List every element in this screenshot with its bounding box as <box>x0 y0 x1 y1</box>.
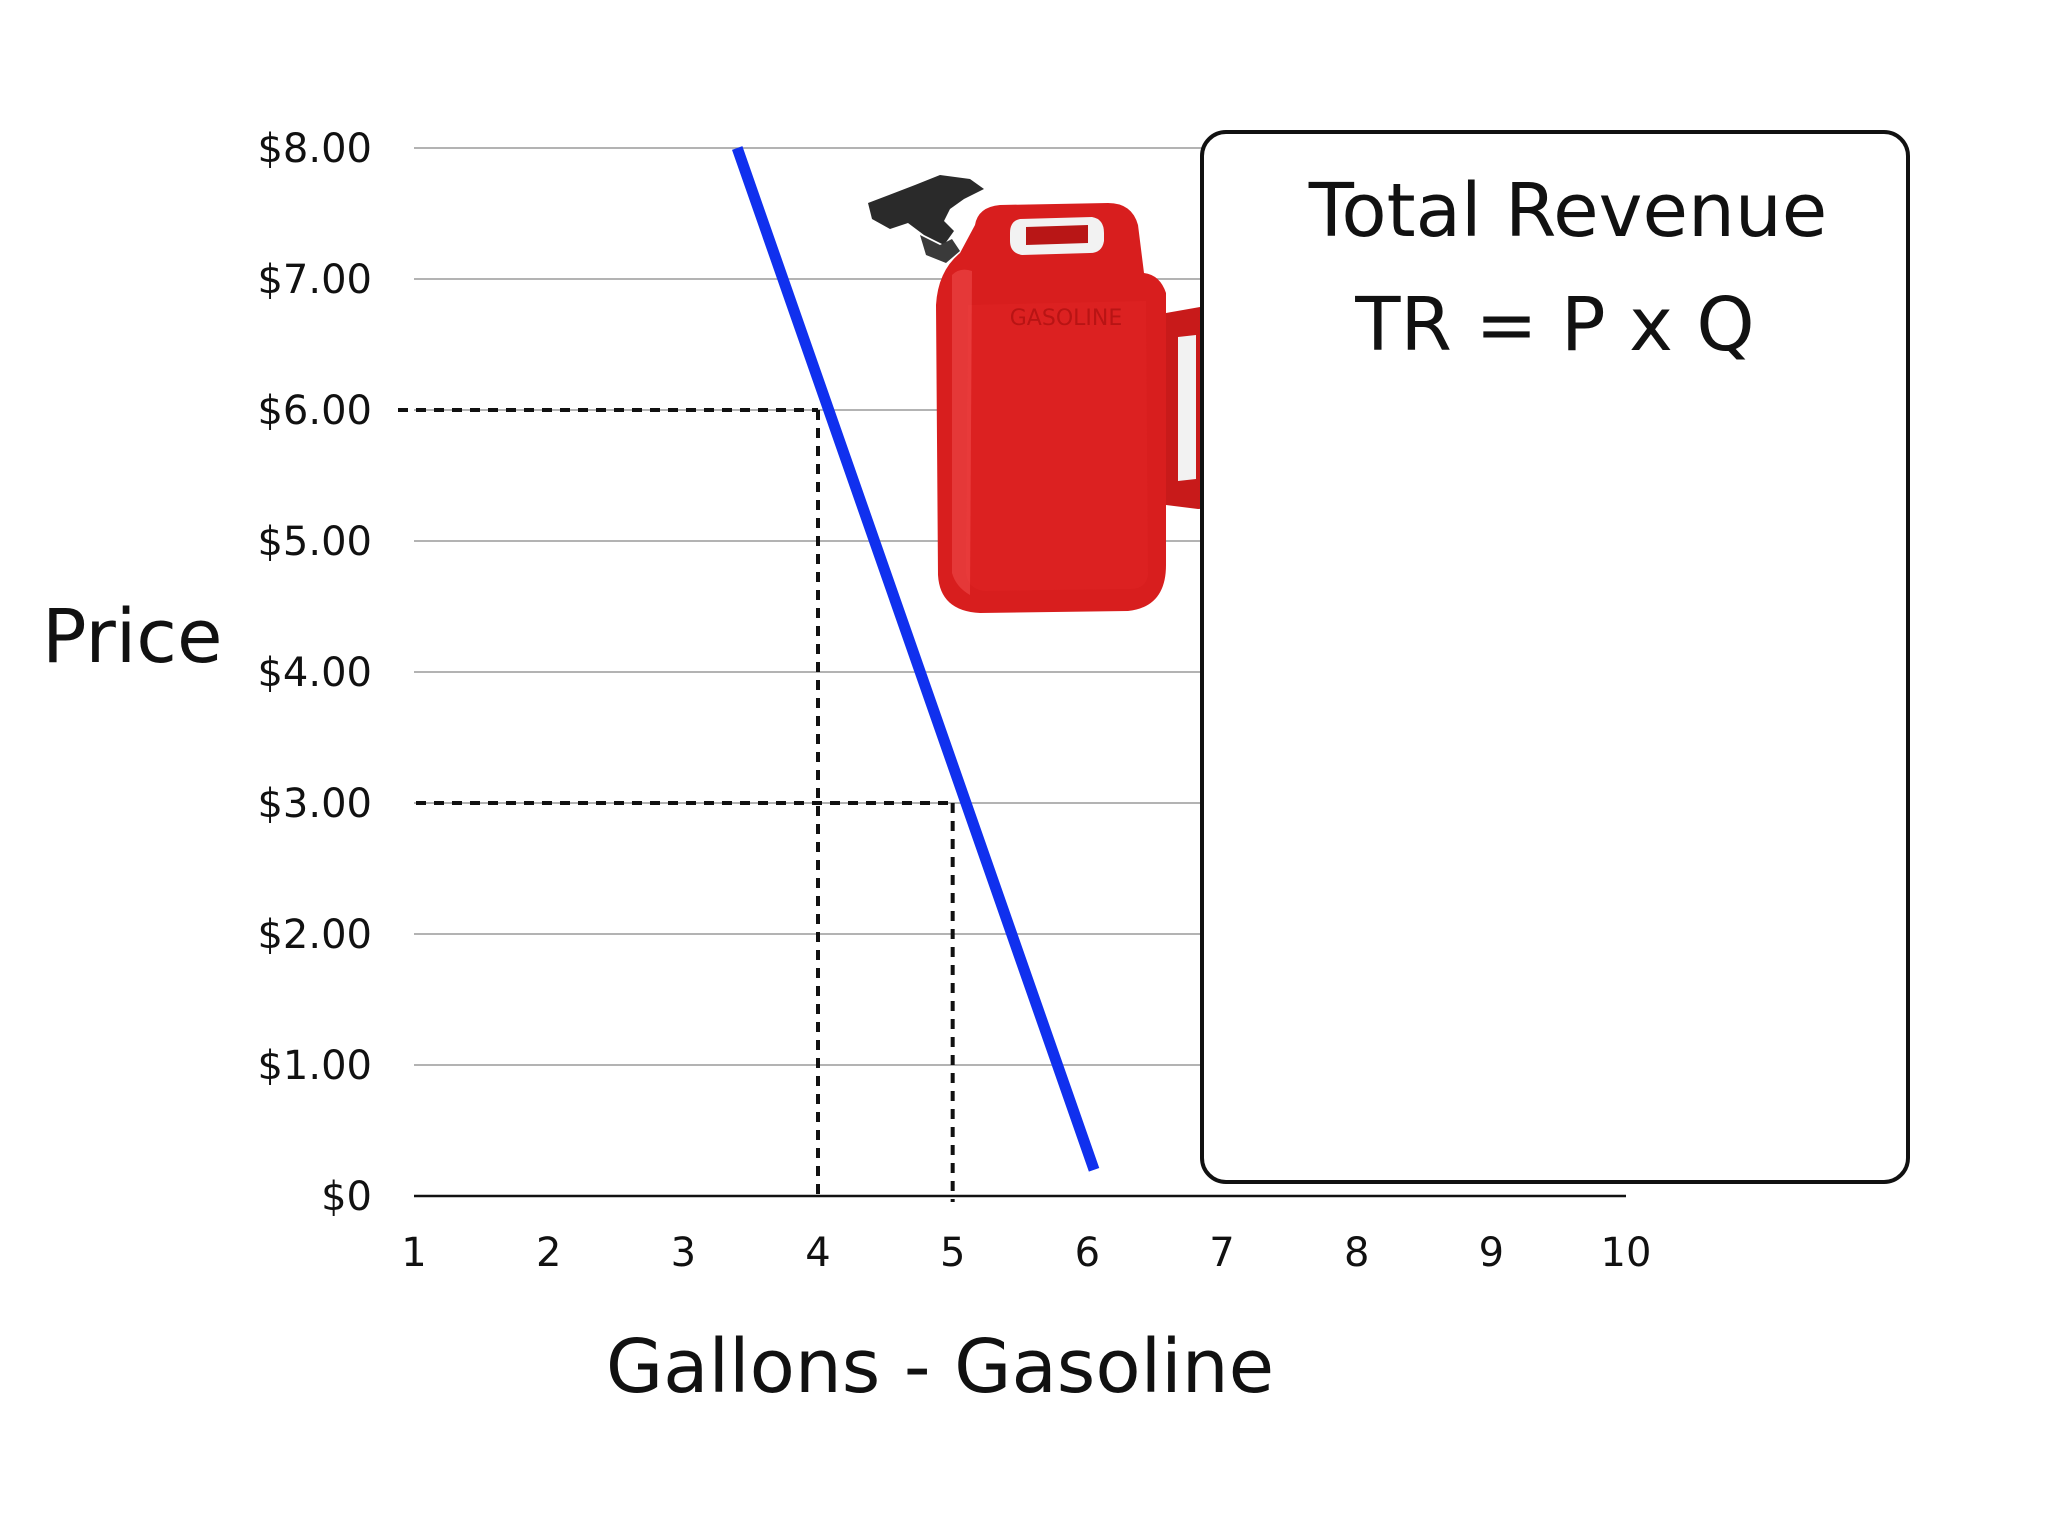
x-axis-tick-labels: 1 2 3 4 5 6 7 8 9 10 <box>401 1230 1651 1276</box>
demand-curve <box>732 146 1100 1172</box>
x-tick-label: 5 <box>940 1230 965 1276</box>
reference-guides <box>398 408 955 1202</box>
y-tick-label: $5.00 <box>257 519 372 565</box>
x-tick-label: 1 <box>401 1230 426 1276</box>
gasoline-can-label: GASOLINE <box>1010 306 1122 331</box>
revenue-box-title: Total Revenue <box>1308 168 1828 254</box>
y-tick-label: $3.00 <box>257 781 372 827</box>
y-tick-label: $1.00 <box>257 1043 372 1089</box>
demand-curve-line <box>732 146 1100 1172</box>
x-tick-label: 10 <box>1601 1230 1652 1276</box>
revenue-formula: TR = P x Q <box>1354 282 1754 368</box>
x-tick-label: 6 <box>1075 1230 1100 1276</box>
y-tick-label: $4.00 <box>257 650 372 696</box>
y-tick-label: $2.00 <box>257 912 372 958</box>
x-tick-label: 2 <box>536 1230 561 1276</box>
x-axis-title: Gallons - Gasoline <box>606 1324 1274 1410</box>
y-tick-label: $8.00 <box>257 126 372 172</box>
x-tick-label: 8 <box>1344 1230 1369 1276</box>
x-tick-label: 3 <box>671 1230 696 1276</box>
x-tick-label: 9 <box>1479 1230 1504 1276</box>
y-tick-label: $6.00 <box>257 388 372 434</box>
gasoline-can-icon: GASOLINE <box>868 175 1220 613</box>
revenue-box <box>1200 130 1910 1184</box>
y-tick-label: $7.00 <box>257 257 372 303</box>
y-axis-title: Price <box>42 594 223 680</box>
x-tick-label: 4 <box>805 1230 830 1276</box>
y-axis-tick-labels: $0 $1.00 $2.00 $3.00 $4.00 $5.00 $6.00 $7.00 $8.… <box>257 126 372 1220</box>
y-tick-label: $0 <box>321 1174 372 1220</box>
x-tick-label: 7 <box>1209 1230 1234 1276</box>
